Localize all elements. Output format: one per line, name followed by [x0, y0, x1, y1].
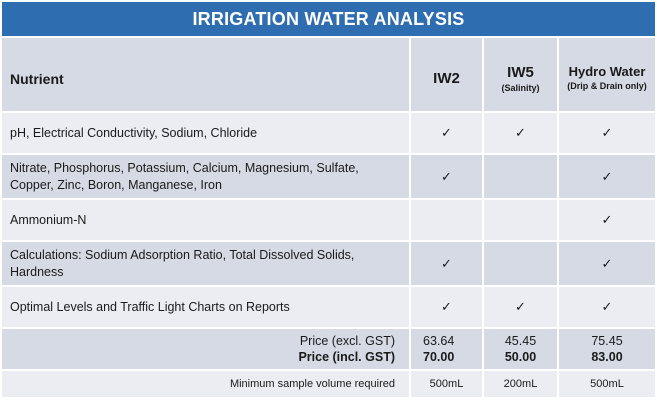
iw5-check-icon	[483, 154, 559, 200]
table-row: pH, Electrical Conductivity, Sodium, Chl…	[2, 112, 655, 155]
hydro-check-icon: ✓	[558, 199, 655, 242]
row-label: Calculations: Sodium Adsorption Ratio, T…	[2, 241, 411, 287]
iw5-price: 45.45 50.00	[483, 328, 559, 371]
nutrient-column-header: Nutrient	[2, 38, 411, 113]
iw2-column-header: IW2	[410, 38, 484, 113]
iw2-check-icon	[410, 199, 484, 242]
price-incl-label: Price (incl. GST)	[298, 350, 395, 364]
header-row: Nutrient IW2 IW5 (Salinity) Hydro Water …	[2, 38, 655, 113]
row-label: pH, Electrical Conductivity, Sodium, Chl…	[2, 112, 411, 155]
iw5-check-icon	[483, 199, 559, 242]
iw2-check-icon: ✓	[410, 241, 484, 287]
table-row: Calculations: Sodium Adsorption Ratio, T…	[2, 241, 655, 287]
hydro-price-incl: 83.00	[591, 350, 623, 364]
iw5-check-icon: ✓	[483, 112, 559, 155]
table-title: IRRIGATION WATER ANALYSIS	[2, 2, 655, 36]
hydro-price-excl: 75.45	[591, 334, 623, 348]
iw5-column-header: IW5 (Salinity)	[483, 38, 559, 113]
iw2-price: 63.64 70.00	[410, 328, 484, 371]
hydro-check-icon: ✓	[558, 154, 655, 200]
hydro-volume: 500mL	[558, 370, 655, 399]
hydro-header-sub: (Drip & Drain only)	[567, 81, 647, 91]
hydro-price: 75.45 83.00	[558, 328, 655, 371]
table-row: Ammonium-N ✓	[2, 199, 655, 242]
iw5-check-icon: ✓	[483, 286, 559, 329]
row-label: Nitrate, Phosphorus, Potassium, Calcium,…	[2, 154, 411, 200]
irrigation-water-table: Nutrient IW2 IW5 (Salinity) Hydro Water …	[2, 38, 655, 399]
table-row: Optimal Levels and Traffic Light Charts …	[2, 286, 655, 329]
price-excl-label: Price (excl. GST)	[299, 334, 395, 348]
iw2-check-icon: ✓	[410, 286, 484, 329]
iw2-price-incl: 70.00	[423, 350, 455, 364]
hydro-header-label: Hydro Water	[568, 64, 646, 79]
iw5-check-icon	[483, 241, 559, 287]
iw5-price-excl: 45.45	[504, 334, 537, 348]
iw2-header-label: IW2	[433, 70, 460, 87]
row-label: Ammonium-N	[2, 199, 411, 242]
price-labels: Price (excl. GST) Price (incl. GST)	[2, 328, 411, 371]
iw5-price-incl: 50.00	[504, 350, 537, 364]
table-row: Nitrate, Phosphorus, Potassium, Calcium,…	[2, 154, 655, 200]
hydro-check-icon: ✓	[558, 112, 655, 155]
price-row: Price (excl. GST) Price (incl. GST) 63.6…	[2, 328, 655, 371]
iw5-header-label: IW5	[507, 63, 534, 81]
iw2-price-excl: 63.64	[423, 334, 455, 348]
hydro-check-icon: ✓	[558, 241, 655, 287]
iw2-check-icon: ✓	[410, 112, 484, 155]
iw2-volume: 500mL	[410, 370, 484, 399]
iw2-check-icon: ✓	[410, 154, 484, 200]
iw5-volume: 200mL	[483, 370, 559, 399]
volume-label: Minimum sample volume required	[2, 370, 411, 399]
iw5-header-sub: (Salinity)	[501, 82, 540, 93]
hydro-check-icon: ✓	[558, 286, 655, 329]
row-label: Optimal Levels and Traffic Light Charts …	[2, 286, 411, 329]
volume-row: Minimum sample volume required 500mL 200…	[2, 370, 655, 399]
hydro-column-header: Hydro Water (Drip & Drain only)	[558, 38, 655, 113]
